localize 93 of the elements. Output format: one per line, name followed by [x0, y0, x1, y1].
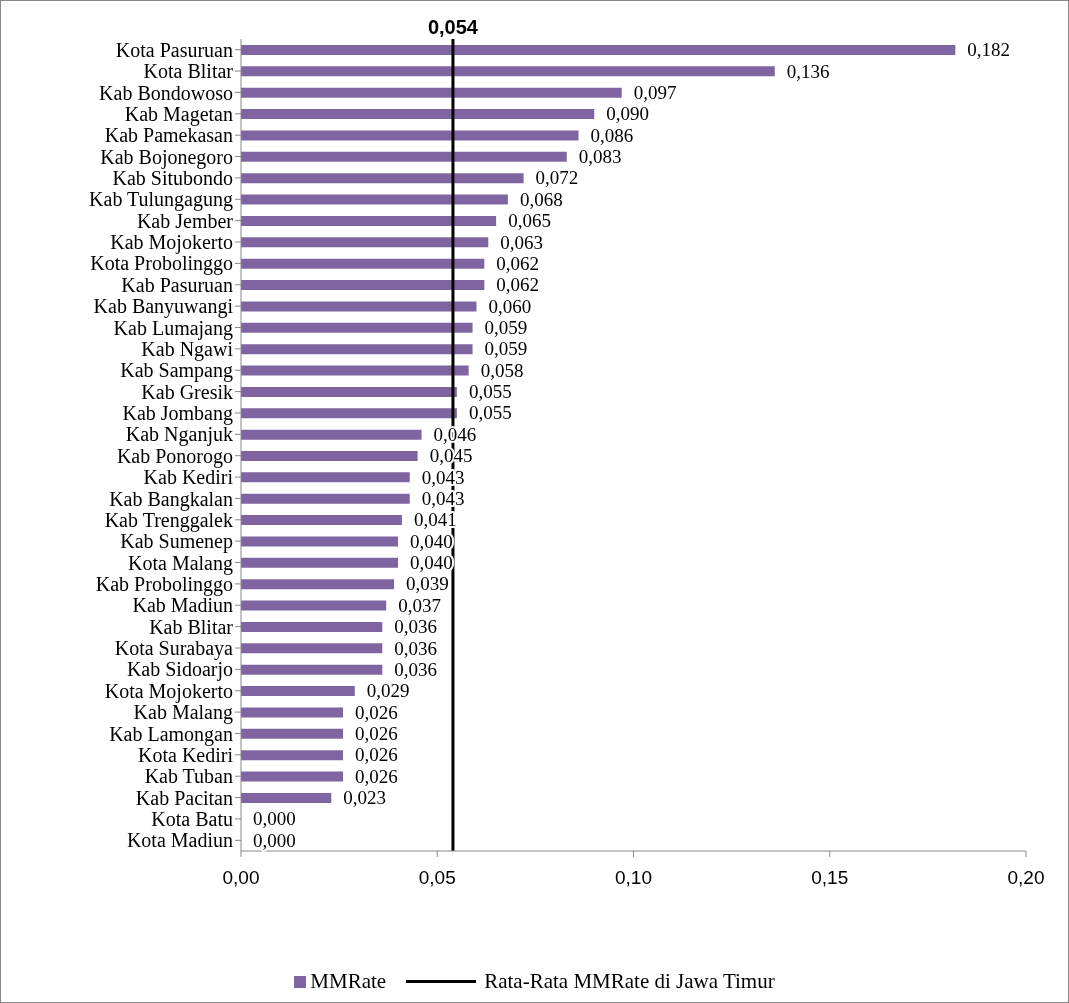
data-label: 0,097 — [633, 81, 677, 103]
y-tick-label: Kab Tuban — [144, 765, 233, 788]
text: Rata-Rata MMRate di Jawa Timur — [483, 969, 775, 994]
y-tick-label: Kota Blitar — [143, 60, 234, 83]
bar — [241, 515, 402, 526]
bar — [241, 66, 775, 77]
bar — [241, 87, 622, 98]
x-tick-label: 0,15 — [811, 867, 849, 889]
bar — [241, 280, 485, 291]
data-label: 0,060 — [488, 295, 532, 317]
bar — [241, 664, 383, 675]
data-label: 0,036 — [394, 658, 438, 680]
x-tick-label: 0,05 — [418, 867, 456, 889]
bar — [241, 493, 410, 504]
bar — [241, 365, 469, 376]
data-label: 0,072 — [535, 167, 579, 189]
bar — [241, 429, 422, 440]
y-tick-label: Kab Magetan — [124, 102, 233, 126]
data-label: 0,059 — [484, 338, 528, 360]
y-tick-label: Kab Blitar — [149, 615, 234, 638]
data-label: 0,026 — [355, 765, 398, 787]
data-label: 0,062 — [496, 252, 540, 274]
legend-label: MMRate — [309, 969, 387, 994]
data-label: 0,040 — [410, 530, 453, 552]
bar — [241, 322, 473, 333]
data-label: 0,000 — [253, 808, 296, 830]
data-label: 0,059 — [484, 316, 528, 338]
data-label: 0,029 — [366, 680, 410, 702]
bar — [241, 194, 508, 205]
bar — [241, 557, 398, 568]
x-tick-label: 0,00 — [222, 867, 260, 889]
data-label: 0,182 — [967, 39, 1011, 61]
y-tick-label: Kab Banyuwangi — [93, 295, 234, 319]
y-tick-label: Kab Pacitan — [135, 786, 233, 809]
y-tick-label: Kab Bangkalan — [109, 487, 233, 511]
data-label: 0,062 — [496, 274, 540, 296]
bar — [241, 600, 387, 611]
data-label: 0,040 — [410, 552, 453, 574]
x-tick-label: 0,10 — [615, 867, 652, 889]
bar — [241, 771, 344, 782]
data-label: 0,090 — [606, 103, 649, 125]
data-label: 0,000 — [253, 829, 296, 851]
data-label: 0,036 — [394, 637, 438, 659]
data-label: 0,065 — [508, 210, 551, 232]
data-label: 0,068 — [519, 188, 563, 210]
y-tick-label: Kab Bondowoso — [99, 81, 233, 104]
bar — [241, 130, 579, 141]
bar — [241, 643, 383, 654]
data-label: 0,036 — [394, 616, 438, 638]
bar — [241, 237, 489, 248]
data-label: 0,026 — [355, 722, 398, 744]
bar — [241, 344, 473, 355]
bar — [241, 173, 524, 184]
data-label: 0,058 — [480, 359, 524, 381]
data-label: 0,055 — [468, 381, 512, 403]
data-label: 0,063 — [500, 231, 544, 253]
bar — [241, 792, 332, 803]
ref-line-label: 0,054 — [427, 16, 479, 38]
bar — [241, 408, 457, 419]
bar — [241, 728, 344, 739]
data-label: 0,023 — [343, 787, 387, 809]
bar — [241, 386, 457, 397]
y-tick-label: Kab Jombang — [122, 402, 233, 426]
data-label: 0,037 — [398, 594, 441, 616]
bar — [241, 686, 355, 697]
y-tick-label: Kota Surabaya — [114, 637, 234, 661]
bar — [241, 109, 595, 120]
bar — [241, 536, 398, 547]
bar — [241, 707, 344, 718]
bar — [241, 258, 485, 269]
bar — [241, 301, 477, 312]
bar — [241, 215, 497, 226]
data-label: 0,026 — [355, 744, 398, 766]
data-label: 0,086 — [590, 124, 634, 146]
y-tick-label: Kab Tulungagung — [89, 188, 233, 212]
y-tick-label: Kab Mojokerto — [110, 231, 233, 255]
y-tick-label: Kota Batu — [151, 808, 233, 831]
y-tick-label: Kota Pasuruan — [115, 38, 233, 61]
data-label: 0,136 — [786, 60, 830, 82]
x-tick-label: 0,20 — [1007, 867, 1045, 889]
y-tick-label: Kota Madiun — [126, 829, 233, 852]
data-label: 0,083 — [578, 146, 622, 168]
bar — [241, 151, 567, 162]
bar — [241, 472, 410, 483]
bar — [241, 451, 418, 461]
data-label: 0,026 — [355, 701, 398, 723]
bar — [241, 45, 956, 55]
data-label: 0,055 — [468, 402, 512, 424]
data-label: 0,039 — [406, 573, 449, 595]
bar — [241, 750, 344, 761]
bar — [241, 579, 395, 590]
bar — [241, 621, 383, 632]
y-tick-label: Kab Bojonegoro — [100, 145, 233, 169]
